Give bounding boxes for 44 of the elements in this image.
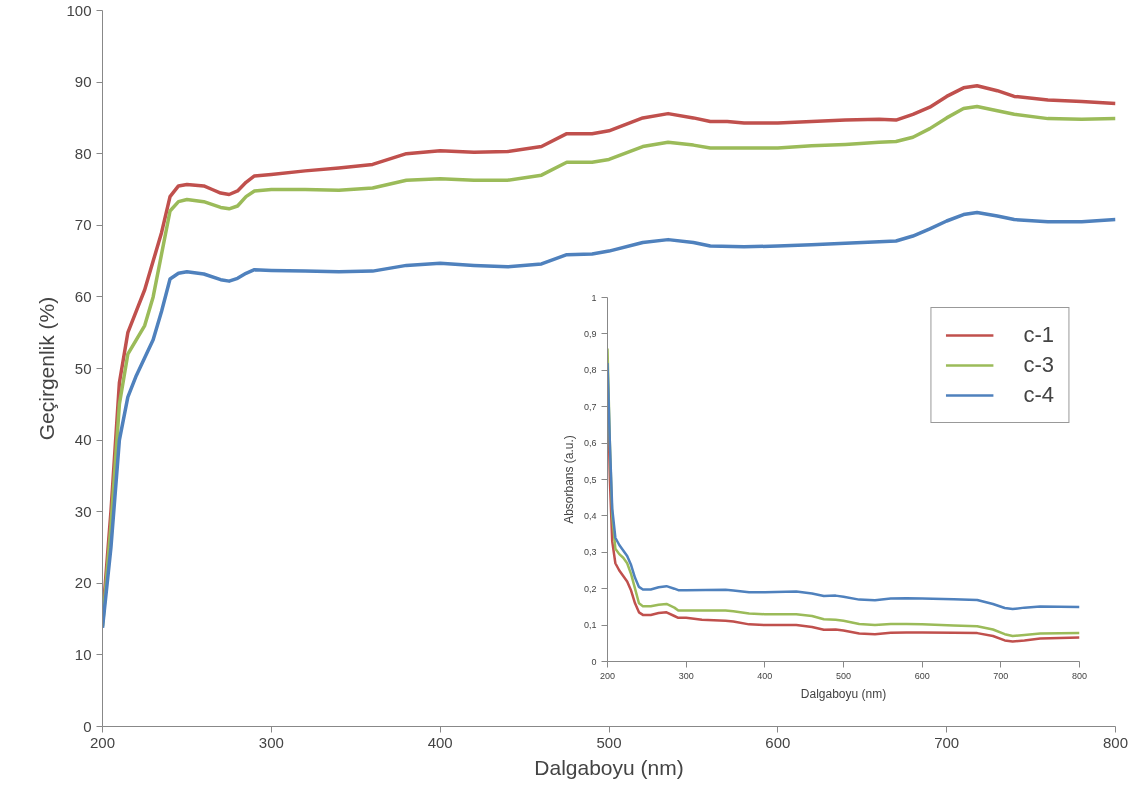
x-axis-title: Dalgaboyu (nm) (534, 755, 684, 779)
y-tick-label: 0,5 (583, 474, 597, 485)
x-tick-label: 800 (1102, 733, 1129, 751)
x-tick-label: 600 (914, 670, 930, 681)
x-tick-label: 500 (835, 670, 852, 681)
y-axis-title: Absorbans (a.u.) (561, 435, 576, 524)
y-tick-label: 10 (74, 645, 92, 663)
y-tick-label: 80 (74, 144, 92, 162)
y-tick-label: 100 (66, 1, 92, 19)
y-tick-label: 0,6 (583, 438, 597, 449)
legend-label: c-3 (1023, 352, 1054, 378)
y-tick-label: 0,3 (583, 547, 597, 558)
y-tick-label: 0,2 (583, 583, 597, 594)
x-tick-label: 200 (599, 670, 616, 681)
x-tick-label: 600 (765, 733, 791, 751)
y-axis-title: Geçirgenlik (%) (35, 296, 59, 441)
x-tick-label: 700 (934, 733, 960, 751)
y-tick-label: 1 (591, 292, 597, 303)
legend-label: c-4 (1023, 382, 1054, 408)
y-tick-label: 0,7 (583, 401, 597, 412)
y-tick-label: 0 (83, 717, 92, 735)
y-tick-label: 60 (74, 287, 92, 305)
y-tick-label: 50 (74, 359, 92, 377)
y-tick-label: 0,9 (583, 328, 597, 339)
x-tick-label: 800 (1071, 670, 1088, 681)
y-tick-label: 30 (74, 502, 92, 520)
x-tick-label: 500 (596, 733, 622, 751)
y-tick-label: 0 (591, 656, 597, 667)
x-tick-label: 400 (757, 670, 773, 681)
x-axis-title: Dalgaboyu (nm) (800, 686, 887, 701)
y-tick-label: 0,8 (583, 365, 597, 376)
x-tick-label: 400 (427, 733, 453, 751)
x-tick-label: 300 (258, 733, 284, 751)
x-tick-label: 200 (89, 733, 116, 751)
y-tick-label: 90 (74, 73, 92, 91)
x-tick-label: 300 (678, 670, 694, 681)
y-tick-label: 70 (74, 216, 92, 234)
y-tick-label: 0,4 (583, 510, 597, 521)
line-series (102, 210, 1116, 630)
y-tick-label: 20 (74, 574, 92, 592)
y-tick-label: 0,1 (583, 620, 597, 631)
y-tick-label: 40 (74, 431, 92, 449)
legend-label: c-1 (1023, 322, 1054, 348)
x-tick-label: 700 (993, 670, 1009, 681)
